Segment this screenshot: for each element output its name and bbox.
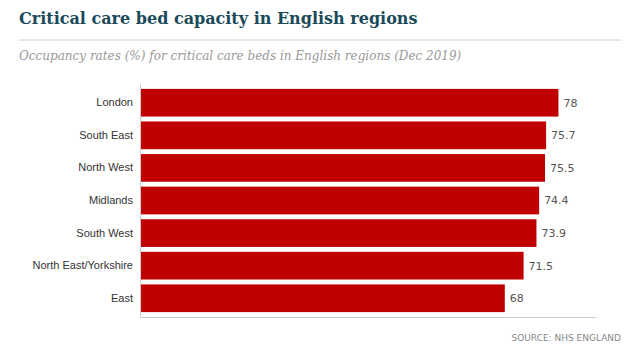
title: Critical care bed capacity in English re…	[19, 9, 417, 28]
x-axis	[141, 317, 597, 318]
data-label: 75.7	[551, 129, 576, 142]
y-tick: South West	[76, 227, 133, 239]
y-tick: East	[111, 292, 133, 304]
data-labels: 68 71.5 73.9 74.4 75.5 75.7 78	[510, 97, 578, 306]
separator	[19, 40, 621, 41]
y-tick-label: Midlands	[89, 194, 134, 206]
source-note: SOURCE: NHS ENGLAND	[511, 333, 621, 343]
data-label: 74.4	[544, 194, 569, 207]
bars	[140, 89, 558, 312]
bar	[140, 284, 505, 312]
x-axis-line	[141, 317, 597, 318]
y-tick-label: North West	[78, 161, 133, 173]
y-tick: North East/Yorkshire	[33, 259, 133, 271]
data-label: 73.9	[541, 227, 566, 240]
subtitle: Occupancy rates (%) for critical care be…	[19, 49, 462, 63]
y-axis: East North East/Yorkshire South West Midlan…	[33, 85, 141, 318]
y-axis-line	[140, 85, 141, 318]
bar	[140, 121, 546, 149]
y-tick: London	[96, 96, 133, 108]
y-tick-label: South West	[76, 227, 133, 239]
y-tick-label: North East/Yorkshire	[33, 259, 133, 271]
data-label: 78	[563, 97, 577, 110]
data-label: 75.5	[550, 162, 575, 175]
y-tick: Midlands	[89, 194, 134, 206]
bar	[140, 219, 536, 247]
y-tick: North West	[78, 161, 133, 173]
bar	[140, 89, 558, 117]
data-label: 71.5	[529, 260, 554, 273]
bar	[140, 187, 539, 215]
y-tick: South East	[79, 129, 133, 141]
y-tick-label: South East	[79, 129, 133, 141]
y-tick-label: London	[96, 96, 133, 108]
y-tick-label: East	[111, 292, 133, 304]
plot: 68 71.5 73.9 74.4 75.5 75.7 78 East North East/Y…	[33, 85, 597, 318]
bar	[140, 154, 545, 182]
data-label: 68	[510, 292, 524, 305]
chart: Critical care bed capacity in English re…	[0, 0, 640, 347]
bar	[140, 252, 524, 280]
